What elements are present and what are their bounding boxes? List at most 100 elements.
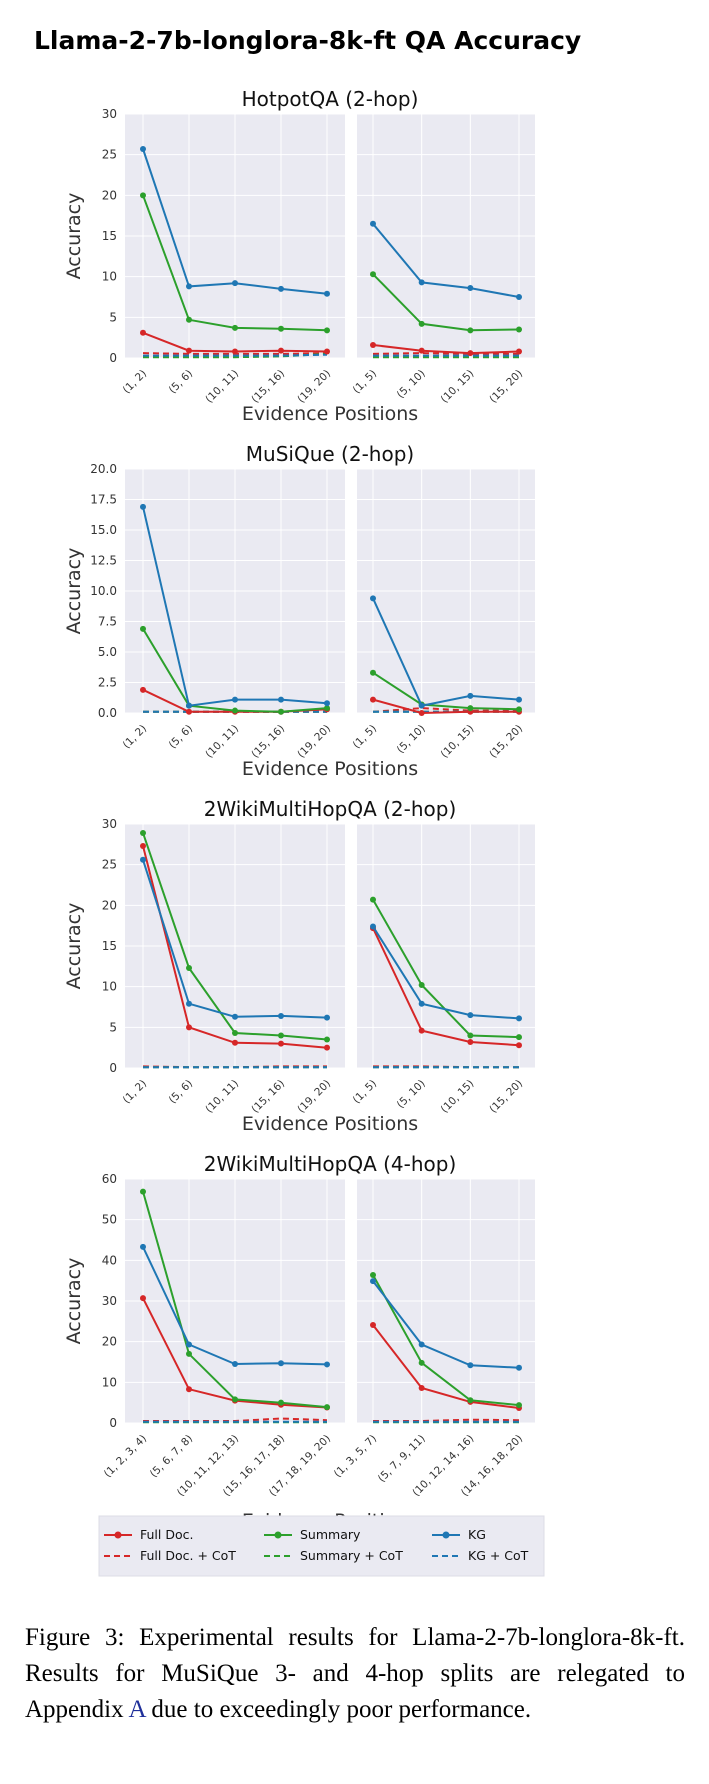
data-point [418,1341,425,1348]
data-point [516,1015,522,1022]
data-point [324,1404,330,1411]
subplot-3: 2WikiMultiHopQA (4-hop)(1, 2, 3, 4)(5, 6… [63,1152,535,1532]
y-tick-label: 7.5 [98,615,117,629]
legend-marker [274,1531,282,1539]
data-point [324,1361,330,1368]
data-point [278,1360,284,1367]
data-point [467,1012,474,1019]
y-tick-label: 40 [102,1253,117,1267]
y-tick-label: 17.5 [90,493,117,507]
x-tick-label: (1, 5) [351,1078,379,1106]
x-tick-label: (5, 10) [395,368,428,401]
data-point [324,290,330,297]
chart-svg: HotpotQA (2-hop)(1, 2) (5, 6) (10, 11) (15,… [63,87,545,1577]
data-point [418,702,425,709]
data-point [418,1027,425,1034]
data-point [140,829,146,836]
data-point [467,705,474,712]
data-point [278,1012,284,1019]
data-point [370,1271,376,1278]
data-point [324,705,330,712]
y-tick-label: 5 [109,310,117,324]
series-line-full-doc- [372,927,520,1047]
x-tick-label: (19, 20) [295,1078,333,1116]
data-point [232,1039,238,1046]
x-tick-label: (5, 6) [167,368,195,396]
series-line-kg [372,1280,520,1369]
x-tick-label: (1, 2, 3, 4) [102,1433,149,1480]
data-point [516,706,522,713]
y-tick-label: 15.0 [90,523,117,537]
y-tick-label: 10 [102,1375,117,1389]
series-line-full-doc- [372,1324,520,1409]
data-point [232,280,238,287]
data-point [467,1038,474,1045]
data-point [140,842,146,849]
y-tick-label: 30 [102,817,117,831]
data-point [370,669,376,676]
data-point [370,220,376,227]
data-point [467,1362,474,1369]
series-line-full-doc- [372,344,520,355]
data-point [418,279,425,286]
data-point [278,696,284,703]
x-tick-label: (1, 2) [121,368,149,396]
data-point [467,285,474,292]
data-point [278,285,284,292]
y-axis-label: Accuracy [63,548,85,635]
data-point [418,1385,425,1392]
data-point [516,1042,522,1049]
x-tick-label: (1, 2) [121,723,149,751]
data-point [232,1013,238,1020]
data-point [516,1034,522,1041]
x-tick-label: (1, 3, 5, 7) [332,1433,379,1480]
data-point [278,1040,284,1047]
series-line-kg [372,223,520,298]
x-tick-label: (10, 11) [203,368,241,406]
data-point [370,341,376,348]
x-tick-label: (10, 11) [203,1078,241,1116]
x-tick-label: (15, 16) [249,1078,287,1116]
data-point [232,707,238,714]
x-tick-label: (10, 11) [203,723,241,761]
x-tick-label: (1, 5) [351,723,379,751]
subplot-0: HotpotQA (2-hop)(1, 2) (5, 6) (10, 11) (15,… [63,87,535,425]
series-line-full-doc-cot [372,352,519,355]
data-point [186,1341,192,1348]
panel-1-0: (1, 2) (5, 6) (10, 11) (15, 16) (19, 20) 0.0 2… [90,462,345,761]
data-point [324,1044,330,1051]
series-line-kg-cot [143,353,328,357]
data-point [140,145,146,152]
data-point [418,347,425,354]
data-point [370,896,376,903]
caption-text-after: due to exceedingly poor performance. [145,1696,532,1723]
data-point [140,1188,146,1195]
data-point [186,702,192,709]
subplot-title: 2WikiMultiHopQA (2-hop) [204,797,457,821]
data-point [516,1402,522,1409]
subplot-title: 2WikiMultiHopQA (4-hop) [204,1152,457,1176]
panel-2-0: (1, 2) (5, 6) (10, 11) (15, 16) (19, 20) 0 5 10… [102,817,345,1116]
data-point [186,1000,192,1007]
subplot-1: MuSiQue (2-hop)(1, 2) (5, 6) (10, 11) (15, … [63,442,535,780]
x-tick-label: (5, 10) [395,1078,428,1111]
y-tick-label: 5.0 [98,645,117,659]
x-tick-label: (19, 20) [295,723,333,761]
y-tick-label: 20.0 [90,462,117,476]
y-tick-label: 15 [102,229,117,243]
appendix-link[interactable]: A [128,1696,146,1723]
y-tick-label: 30 [102,1294,117,1308]
data-point [278,325,284,332]
data-point [186,708,192,715]
x-tick-label: (19, 20) [295,368,333,406]
panel-3-0: (1, 2, 3, 4)(5, 6, 7, 8)(10, 11, 12, 13)… [102,1172,345,1499]
data-point [232,348,238,355]
data-point [186,1350,192,1357]
y-tick-label: 5 [109,1020,117,1034]
y-tick-label: 0 [109,351,117,365]
data-point [516,348,522,355]
legend-label: Summary [300,1527,361,1542]
data-point [324,1036,330,1043]
y-tick-label: 25 [102,148,117,162]
data-point [516,294,522,300]
